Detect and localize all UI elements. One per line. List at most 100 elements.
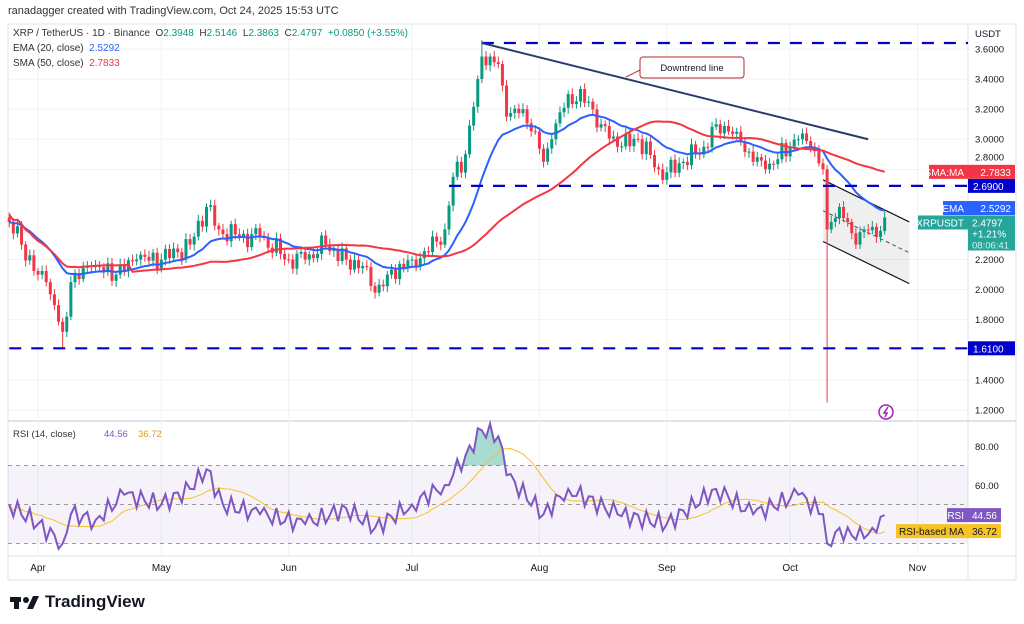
sma-tag: SMA:MA bbox=[925, 168, 965, 179]
candle-body bbox=[735, 131, 739, 134]
candle-body bbox=[558, 112, 562, 124]
candle-body bbox=[677, 163, 681, 173]
last-price-label: 2.4797 bbox=[972, 218, 1003, 229]
candle-body bbox=[640, 139, 644, 155]
candle-body bbox=[426, 251, 430, 253]
candle-body bbox=[168, 248, 172, 259]
candle-body bbox=[694, 144, 698, 153]
candle-body bbox=[632, 138, 636, 147]
candle-body bbox=[451, 176, 455, 206]
rsi-value-label-bg bbox=[968, 508, 1001, 523]
candle-body bbox=[357, 260, 361, 269]
candle-body bbox=[163, 248, 167, 260]
candle-body bbox=[879, 230, 883, 237]
candle-body bbox=[40, 271, 44, 275]
candle-body bbox=[583, 89, 587, 103]
sma-label: SMA (50, close) bbox=[13, 58, 84, 69]
candle-body bbox=[147, 256, 151, 261]
rsi-line[interactable] bbox=[8, 419, 886, 551]
sma-price-label-bg bbox=[968, 164, 1015, 179]
candle-body bbox=[242, 233, 245, 237]
candle-body bbox=[648, 141, 652, 156]
channel-fill bbox=[823, 179, 910, 284]
rsi-legend-value: 44.56 bbox=[104, 429, 128, 440]
candle-body bbox=[233, 224, 237, 235]
candle-body bbox=[792, 139, 796, 147]
candle-body bbox=[332, 248, 336, 252]
candle-body bbox=[620, 146, 624, 148]
candle-body bbox=[7, 217, 11, 222]
candle-body bbox=[673, 159, 677, 173]
candle-body bbox=[381, 284, 385, 287]
rsi-tag: RSI bbox=[947, 511, 964, 522]
logo-text: TradingView bbox=[45, 592, 145, 611]
tradingview-logo-icon bbox=[10, 596, 39, 609]
candle-body bbox=[209, 205, 213, 207]
candle-body bbox=[431, 236, 435, 253]
downtrend-line[interactable] bbox=[481, 42, 869, 141]
candle-body bbox=[468, 125, 472, 155]
candle-body bbox=[394, 269, 398, 280]
candle-body bbox=[714, 124, 718, 127]
time-tick-label: Sep bbox=[658, 563, 676, 574]
candle-body bbox=[122, 264, 126, 272]
symbol-legend: XRP / TetherUS · 1D · Binance O2.3948 H2… bbox=[13, 26, 408, 41]
candle-body bbox=[340, 248, 344, 262]
currency-label: USDT bbox=[975, 29, 1001, 40]
ema-legend[interactable]: EMA (20, close) 2.5292 bbox=[13, 41, 408, 56]
candle-body bbox=[603, 124, 607, 127]
candle-body bbox=[476, 79, 480, 107]
candle-body bbox=[65, 316, 69, 332]
candle-body bbox=[435, 236, 439, 242]
candle-body bbox=[102, 267, 106, 273]
candle-body bbox=[599, 124, 603, 128]
legend: XRP / TetherUS · 1D · Binance O2.3948 H2… bbox=[13, 26, 408, 71]
change-value: +0.0850 (+3.55%) bbox=[327, 28, 408, 39]
candle-body bbox=[439, 241, 443, 245]
time-tick-label: Nov bbox=[909, 563, 927, 574]
candle-body bbox=[521, 109, 525, 114]
candle-body bbox=[188, 239, 192, 245]
candle-body bbox=[373, 286, 377, 293]
candle-body bbox=[406, 260, 410, 268]
annotation-arrow bbox=[625, 69, 641, 78]
candle-body bbox=[611, 136, 615, 139]
candle-body bbox=[739, 131, 743, 143]
rsi-title: RSI (14, close) bbox=[13, 429, 76, 440]
candle-body bbox=[398, 263, 402, 280]
candle-body bbox=[706, 146, 710, 148]
ema-line[interactable] bbox=[8, 113, 885, 276]
candle-body bbox=[644, 141, 648, 155]
candle-body bbox=[772, 163, 776, 165]
candle-body bbox=[73, 273, 77, 283]
candle-body bbox=[385, 274, 389, 287]
price-tick-label: 1.4000 bbox=[975, 375, 1004, 386]
candle-body bbox=[472, 106, 476, 126]
candle-body bbox=[258, 228, 262, 237]
candle-body bbox=[447, 205, 451, 230]
ema-price-label-bg bbox=[968, 201, 1015, 216]
candle-body bbox=[254, 228, 258, 235]
candle-body bbox=[274, 238, 278, 253]
channel-mid-line[interactable] bbox=[822, 210, 910, 254]
channel-lower-line[interactable] bbox=[822, 240, 910, 285]
candle-body bbox=[525, 109, 529, 124]
candle-body bbox=[743, 142, 747, 153]
high-label: H bbox=[199, 28, 207, 39]
alert-lightning-icon[interactable] bbox=[878, 404, 894, 420]
sma-legend[interactable]: SMA (50, close) 2.7833 bbox=[13, 56, 408, 71]
candle-body bbox=[217, 225, 221, 230]
countdown-label: 08:06:41 bbox=[972, 240, 1009, 251]
symbol-tag: XRPUSDT bbox=[916, 218, 964, 229]
candle-body bbox=[246, 233, 250, 248]
candle-body bbox=[809, 141, 813, 147]
annotation-box bbox=[639, 56, 745, 79]
candle-body bbox=[776, 159, 780, 165]
candle-body bbox=[184, 239, 188, 260]
sma-line[interactable] bbox=[8, 120, 885, 273]
candle-body bbox=[574, 101, 578, 105]
ema-tag: EMA bbox=[942, 204, 964, 215]
candle-body bbox=[681, 161, 685, 164]
credit-text: ranadagger created with TradingView.com,… bbox=[8, 5, 339, 17]
